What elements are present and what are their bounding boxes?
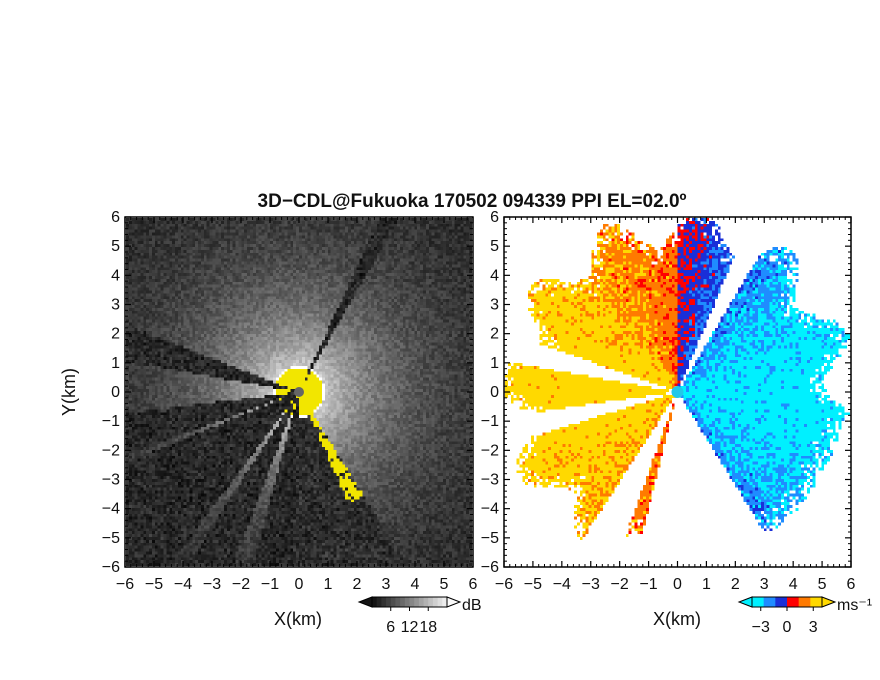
colorbar-segment [395, 597, 401, 607]
x-tick-label: −5 [145, 576, 163, 593]
colorbar-min-arrow [357, 596, 373, 608]
colorbar-segment [787, 597, 800, 607]
y-tick-label: −3 [102, 472, 120, 489]
colorbar-segment [432, 597, 439, 607]
y-tick-label: −4 [481, 501, 499, 518]
radar-site-marker [294, 387, 304, 397]
colorbar-segment [418, 597, 425, 607]
colorbar-segment [390, 597, 396, 607]
y-tick-label: 0 [490, 384, 499, 401]
reflectivity-colorbar: 6 12 18 dB [357, 596, 482, 636]
colorbar-max-arrow [446, 596, 462, 608]
y-tick-label: 6 [490, 209, 499, 226]
y-tick-label: −3 [481, 472, 499, 489]
colorbar-tick-label: 6 [386, 619, 395, 636]
x-tick-label: −5 [524, 576, 542, 593]
radar-site-marker-doppler [671, 386, 684, 398]
y-tick-label: −2 [102, 442, 120, 459]
x-tick-label: 0 [673, 576, 682, 593]
chart-title: 3D−CDL@Fukuoka 170502 094339 PPI EL=02.0… [258, 191, 687, 212]
colorbar-segment [798, 597, 811, 607]
x-tick-label: 0 [295, 576, 304, 593]
colorbar-unit: ms⁻¹ [837, 597, 872, 614]
colorbar-segment [386, 597, 392, 607]
colorbar-segment [414, 597, 420, 607]
y-tick-label: 3 [490, 297, 499, 314]
doppler-x-axis-label: X(km) [653, 609, 701, 629]
x-tick-label: −2 [232, 576, 250, 593]
x-tick-label: 6 [847, 576, 856, 593]
y-tick-label: −1 [481, 413, 499, 430]
doppler-axes: −6 −5 −4 −3 −2 −1 0 1 2 3 4 5 6 6 5 4 3 2 1 0 −1 −2 −3 −4 −5 −6 [481, 209, 856, 593]
colorbar-segment [409, 597, 415, 607]
doppler-velocity-panel: −6 −5 −4 −3 −2 −1 0 1 2 3 4 5 6 6 5 4 3 2 1 0 −1 −2 −3 −4 −5 −6 X… [481, 209, 872, 636]
x-tick-label: −1 [261, 576, 279, 593]
colorbar-min-arrow [737, 596, 753, 608]
x-tick-label: −3 [582, 576, 600, 593]
colorbar-tick-label: 12 [401, 619, 419, 636]
x-tick-label: 2 [731, 576, 740, 593]
y-tick-label: −4 [102, 501, 120, 518]
colorbar-max-arrow [821, 596, 837, 608]
colorbar-segment [428, 597, 434, 607]
colorbar-tick-label: −3 [752, 619, 770, 636]
x-tick-label: −2 [611, 576, 629, 593]
x-tick-label: −3 [203, 576, 221, 593]
colorbar-segment [423, 597, 429, 607]
colorbar-segment [381, 597, 387, 607]
y-tick-label: −6 [481, 559, 499, 576]
y-tick-label: 0 [111, 384, 120, 401]
colorbar-segment [775, 597, 788, 607]
y-tick-label: −2 [481, 442, 499, 459]
colorbar-segment [372, 597, 378, 607]
colorbar-segment [437, 597, 443, 607]
colorbar-segment [763, 597, 776, 607]
y-tick-label: 6 [111, 209, 120, 226]
y-tick-label: 1 [490, 355, 499, 372]
y-tick-label: −1 [102, 413, 120, 430]
colorbar-tick-label: 3 [809, 619, 818, 636]
colorbar-segment [376, 597, 382, 607]
y-tick-label: 4 [111, 267, 120, 284]
x-tick-label: −4 [174, 576, 192, 593]
y-tick-label: 1 [111, 355, 120, 372]
x-tick-label: −4 [553, 576, 571, 593]
y-tick-label: −5 [102, 530, 120, 547]
y-tick-label: 2 [111, 326, 120, 343]
y-tick-label: −6 [102, 559, 120, 576]
y-tick-label: −5 [481, 530, 499, 547]
x-tick-label: 4 [411, 576, 420, 593]
colorbar-segment [404, 597, 410, 607]
y-tick-label: 5 [490, 238, 499, 255]
x-tick-label: −6 [495, 576, 513, 593]
reflectivity-y-axis-label: Y(km) [59, 368, 79, 416]
x-tick-label: 5 [818, 576, 827, 593]
x-tick-label: 1 [702, 576, 711, 593]
colorbar-unit: dB [462, 597, 482, 614]
colorbar-segment [442, 597, 448, 607]
y-tick-label: 3 [111, 297, 120, 314]
reflectivity-x-axis-label: X(km) [274, 609, 322, 629]
x-tick-label: 1 [324, 576, 333, 593]
x-tick-label: 4 [789, 576, 798, 593]
x-tick-label: 5 [440, 576, 449, 593]
colorbar-tick-label: 0 [783, 619, 792, 636]
x-tick-label: 6 [469, 576, 478, 593]
x-tick-label: 3 [760, 576, 769, 593]
doppler-colorbar: −3 0 3 ms⁻¹ [737, 596, 872, 636]
y-tick-label: 2 [490, 326, 499, 343]
x-tick-label: 3 [382, 576, 391, 593]
x-tick-label: −1 [639, 576, 657, 593]
x-tick-label: −6 [116, 576, 134, 593]
reflectivity-axes: −6 −5 −4 −3 −2 −1 0 1 2 3 4 5 6 6 5 4 3 2 1 0 −1 −2 −3 −4 −5 −6 [102, 209, 478, 593]
x-tick-label: 2 [353, 576, 362, 593]
colorbar-segment [400, 597, 406, 607]
y-tick-label: 5 [111, 238, 120, 255]
colorbar-segment [752, 597, 765, 607]
colorbar-tick-label: 18 [419, 619, 437, 636]
y-tick-label: 4 [490, 267, 499, 284]
colorbar-segment [810, 597, 823, 607]
